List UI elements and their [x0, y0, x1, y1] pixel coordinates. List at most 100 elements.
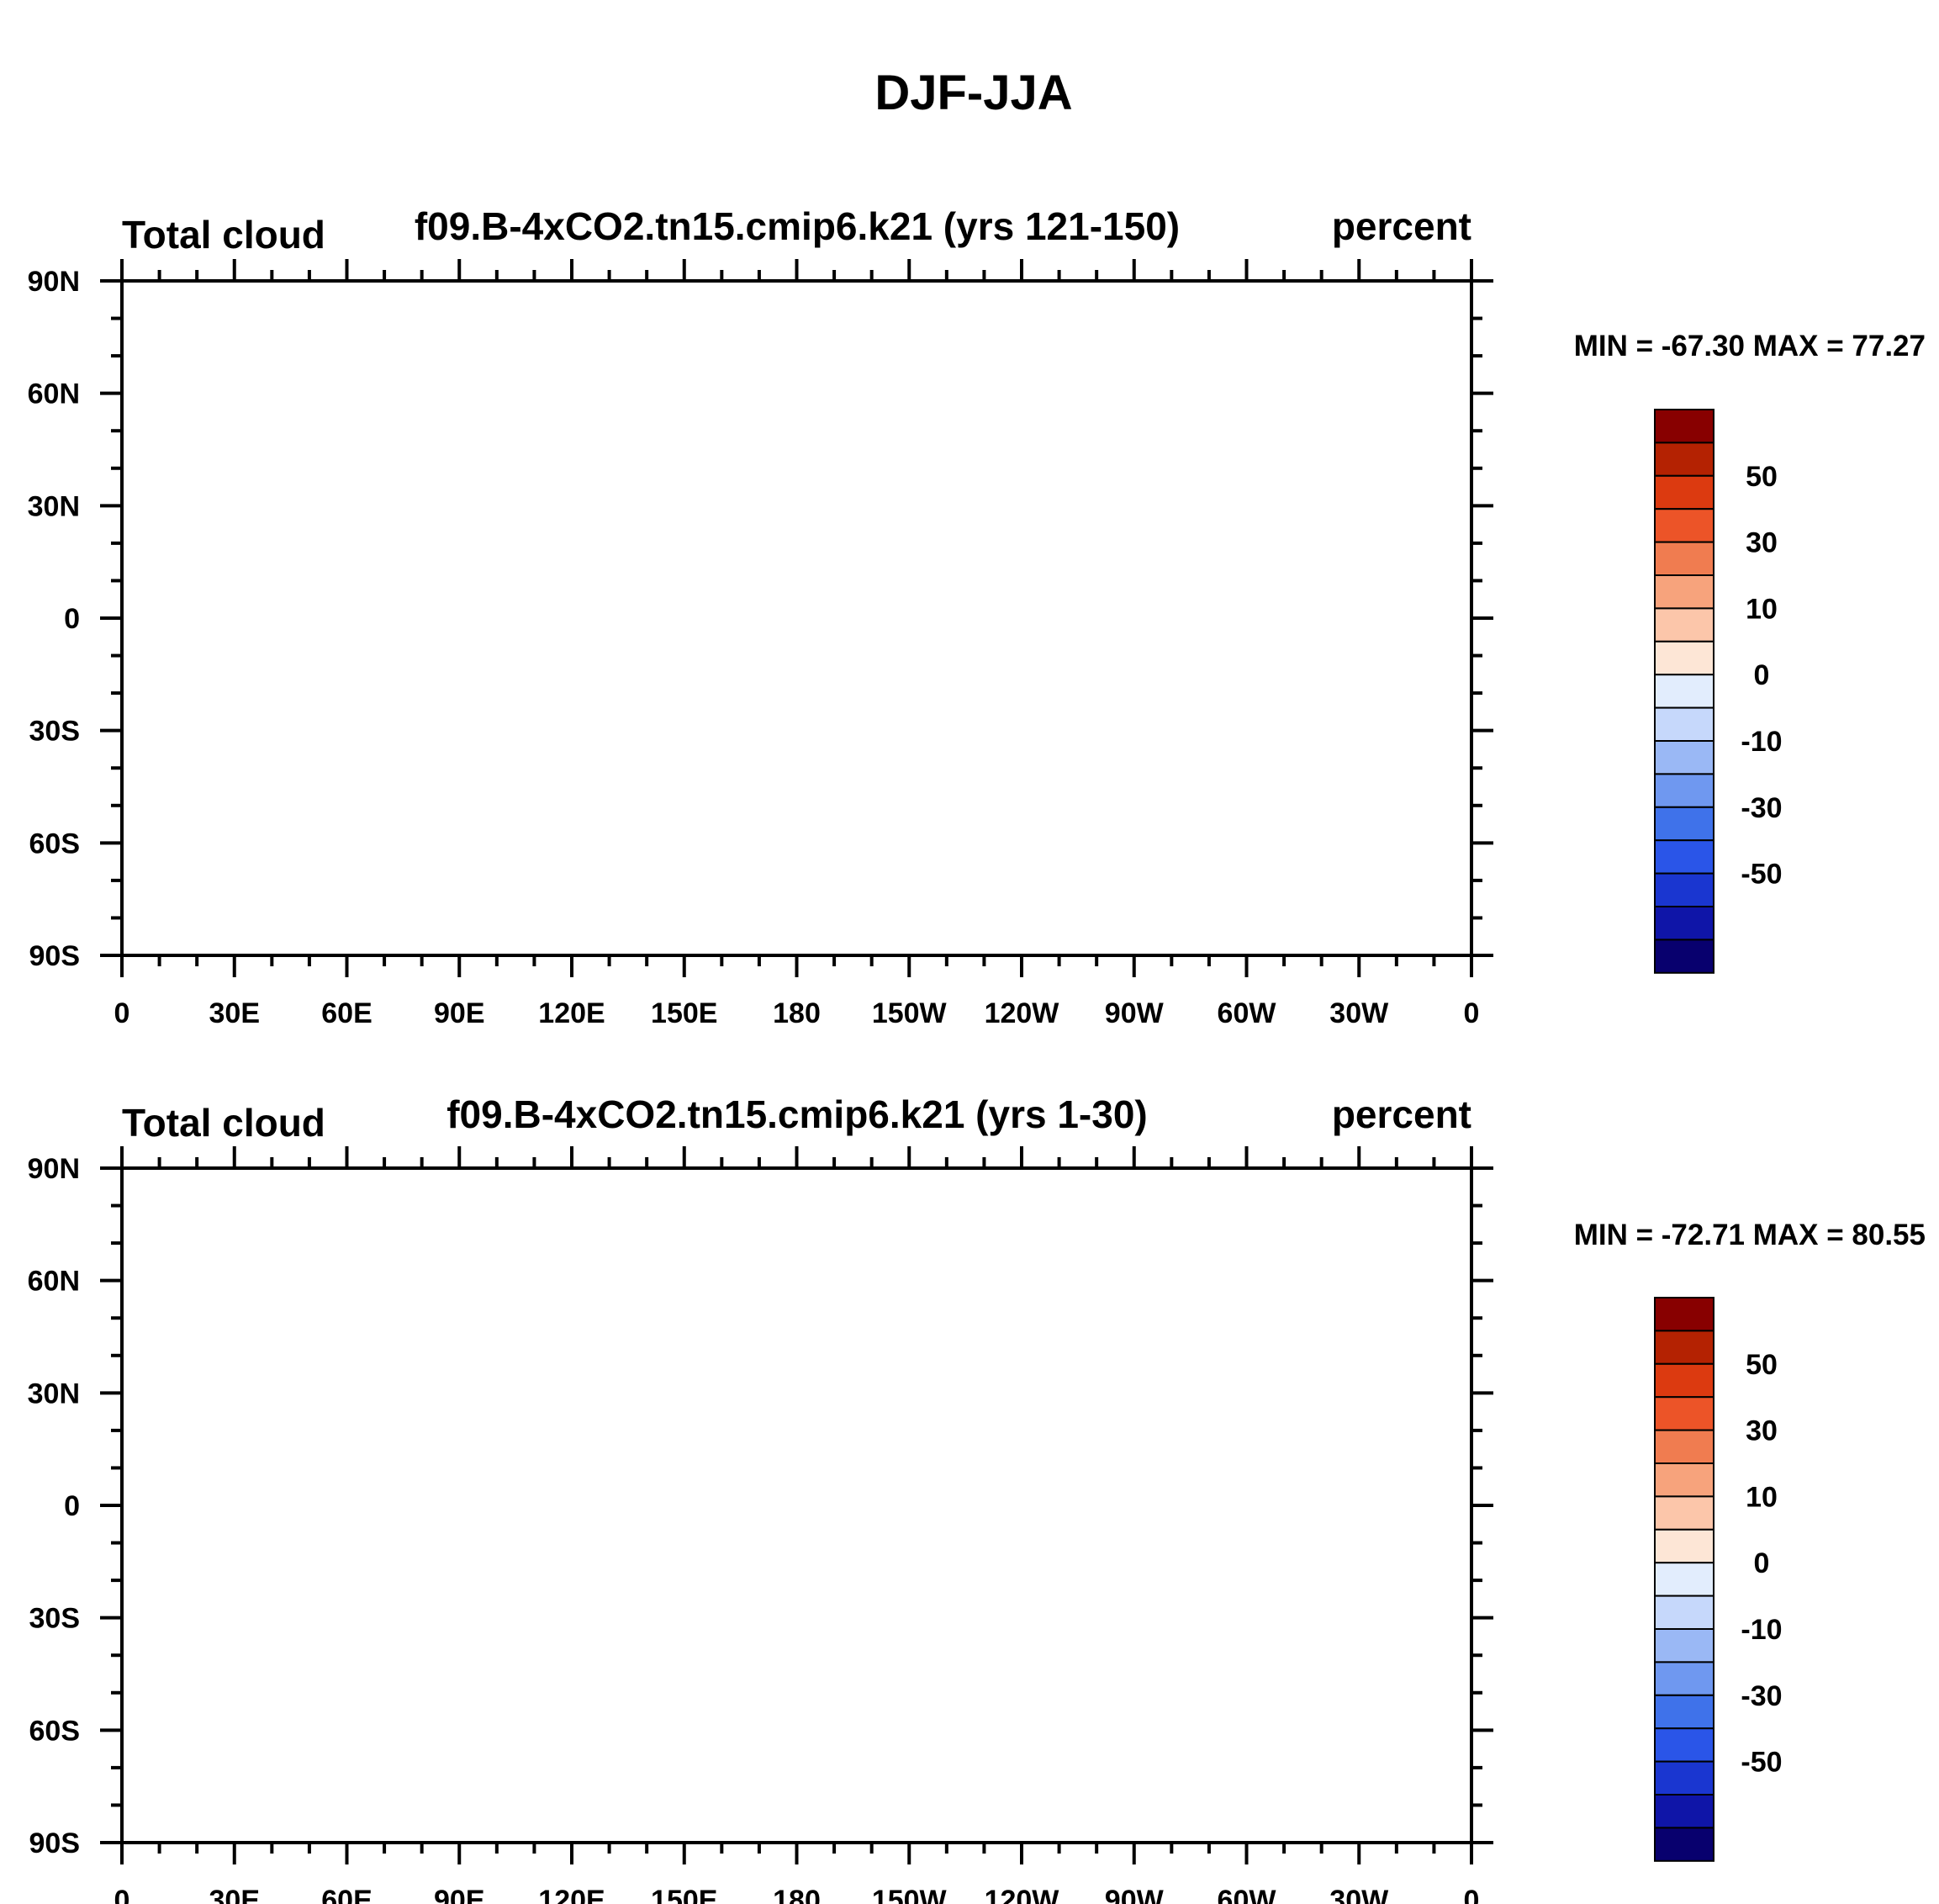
lat-label: 60S	[29, 828, 81, 859]
lon-label: 60E	[321, 1885, 372, 1904]
panel-2-arabian-blue	[291, 1415, 404, 1460]
coast-southeast-asia	[497, 1431, 647, 1513]
lon-label: 90E	[434, 1885, 485, 1904]
panel-2-eurasia-dark	[160, 1269, 384, 1329]
panel-1-madagascar-red	[279, 663, 317, 707]
colorbar-swatch	[1654, 839, 1714, 875]
lon-label: 0	[114, 997, 130, 1029]
lon-label: 30E	[209, 1885, 261, 1904]
colorbar-swatch	[1654, 906, 1714, 941]
panel-1-eurasia-dark	[160, 382, 384, 442]
colorbar-swatch	[1654, 508, 1714, 543]
panel-2-siberia-red	[497, 1243, 721, 1318]
panel-1-africa-dark	[182, 637, 234, 681]
lon-label: 60E	[321, 997, 372, 1029]
panel-2-tropical-pacific-core	[996, 1453, 1160, 1484]
coast-north-america	[853, 337, 1284, 551]
panel-1-south-america-dark	[1250, 641, 1302, 685]
coast-antarctica	[122, 850, 1471, 933]
panel-1-arctic-pink	[122, 311, 1471, 401]
colorbar-label: -50	[1741, 859, 1782, 891]
colorbar-label: -50	[1741, 1747, 1782, 1779]
lon-label: 60W	[1218, 1885, 1277, 1904]
panel-2: Total cloud f09.B-4xCO2.tn15.cmip6.k21 (…	[28, 1092, 1926, 1904]
coast-africa	[103, 484, 314, 754]
panel-1-central-america-blue	[1089, 521, 1179, 565]
panel-2-south-indian-band	[160, 1599, 684, 1674]
lat-label: 60N	[28, 378, 80, 410]
lon-label: 120E	[538, 997, 605, 1029]
panel-2-scandinavia-dark	[160, 1299, 235, 1337]
coast-south-america	[1164, 580, 1313, 835]
colorbar-swatch	[1654, 1694, 1714, 1730]
panel-2-atlantic-core	[1423, 1426, 1482, 1471]
panel-2-greenland-pink	[1284, 1206, 1344, 1281]
lon-label: 60W	[1218, 997, 1277, 1029]
colorbar-swatch	[1654, 939, 1714, 974]
panel-1-ticks	[100, 259, 1493, 977]
panel-1-tibet-core	[436, 495, 496, 532]
colorbar-swatch	[1654, 1628, 1714, 1663]
panel-1-south-indian-band	[160, 711, 684, 786]
lat-label: 90N	[28, 266, 80, 298]
panel-1-tropical-pacific-blue	[816, 547, 1153, 599]
panel-2-lon-labels: 0 30E 60E 90E 120E 150E 180 150W 120W 90W 60W 30W 0	[114, 1885, 1480, 1904]
panel-1-australia-orange	[546, 641, 711, 731]
panel-1-coastlines	[103, 311, 1471, 933]
panel-2-subpolar-pink-band	[122, 1722, 1471, 1760]
colorbar-swatch	[1654, 1727, 1714, 1763]
lat-label: 30S	[29, 1603, 81, 1635]
colorbar-label: 0	[1754, 1547, 1770, 1579]
panel-2-central-america-blue	[1089, 1408, 1179, 1452]
lat-label: 60S	[29, 1715, 81, 1747]
coast-eurasia	[103, 1206, 797, 1461]
lon-label: 90E	[434, 997, 485, 1029]
panel-1-africa-red	[171, 629, 261, 696]
coast-madagascar	[287, 667, 309, 723]
panel-1-north-america-orange	[965, 356, 1265, 490]
colorbar-swatch	[1654, 1297, 1714, 1332]
panel-1-asia-blue	[366, 461, 590, 566]
panel-1-tibet-blue	[399, 479, 534, 547]
panel-2-south-america-red	[1213, 1516, 1318, 1599]
lat-label: 30N	[28, 1378, 80, 1409]
panel-2-colorbar: 50 30 10 0 -10 -30 -50	[1654, 1297, 1783, 1862]
panel-1-right-label: percent	[1332, 204, 1471, 248]
panel-1-background	[122, 281, 1471, 955]
panel-2-coastlines	[103, 1198, 1471, 1821]
colorbar-swatch	[1654, 607, 1714, 643]
panel-2-antarctic-band	[122, 1768, 1471, 1843]
panel-1-siberia-red	[497, 356, 721, 431]
coast-north-america	[853, 1224, 1284, 1438]
panel-2-south-pacific-blue	[947, 1569, 1171, 1629]
colorbar-swatch	[1654, 773, 1714, 808]
coast-australia	[549, 644, 691, 768]
panel-1-south-pacific-band	[684, 678, 1359, 783]
lon-label: 0	[1464, 1885, 1480, 1904]
panel-2-tibet-core	[422, 1382, 497, 1420]
panel-2-north-america-orange	[965, 1243, 1265, 1378]
colorbar-swatch	[1654, 1429, 1714, 1464]
panel-2-south-pacific-orange	[515, 1524, 927, 1637]
panel-2-frame	[120, 1166, 1473, 1844]
colorbar-swatch	[1654, 674, 1714, 709]
lon-label: 150E	[651, 997, 717, 1029]
lon-label: 30W	[1329, 997, 1389, 1029]
panel-1-tropical-pacific-core	[984, 566, 1133, 596]
panel-2-africa-orange	[152, 1509, 302, 1614]
colorbar-label: 10	[1746, 593, 1778, 625]
colorbar-swatch	[1654, 474, 1714, 510]
colorbar-swatch	[1654, 740, 1714, 775]
panel-1-southern-ocean-band	[122, 760, 1471, 858]
lon-label: 120W	[985, 997, 1060, 1029]
lon-label: 30E	[209, 997, 261, 1029]
panel-2-europe-west-red	[1441, 1295, 1486, 1355]
panel-2-antarctic-low	[422, 1790, 872, 1835]
colorbar-swatch	[1654, 706, 1714, 742]
colorbar-swatch	[1654, 1495, 1714, 1531]
panel-2-africa-red	[171, 1516, 261, 1584]
panel-1-arabian-blue	[291, 528, 404, 573]
colorbar-swatch	[1654, 1760, 1714, 1796]
panel-1-australia-red	[579, 656, 654, 694]
coast-southeast-asia	[497, 543, 647, 626]
